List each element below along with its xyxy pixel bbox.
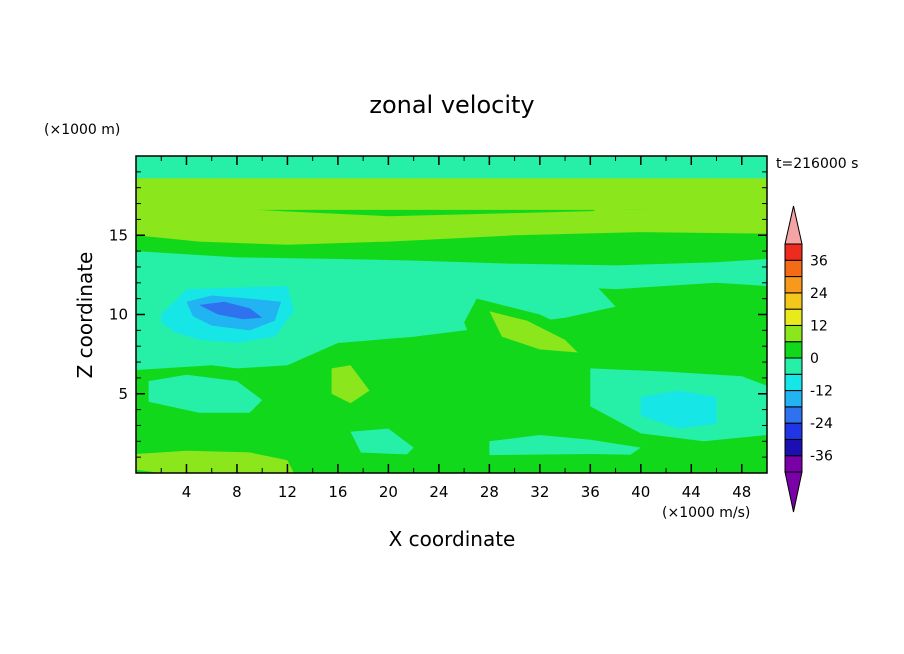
colorbar-band [784,292,803,310]
colorbar-band [784,455,803,473]
colorbar-band [784,373,803,392]
x-tick-label: 8 [232,483,242,501]
x-tick-label: 28 [480,483,499,501]
x-axis: 4 8 12 16 20 24 28 32 36 40 44 48 [160,156,751,501]
y-unit-label: (×1000 m) [44,122,120,138]
x-tick-label: 40 [631,483,650,501]
colorbar-band [784,324,803,343]
x-tick-label: 20 [379,483,398,501]
x-tick-label: 12 [278,483,297,501]
colorbar-tick-label: 0 [810,351,819,367]
contour-region-3 [136,156,767,179]
colorbar-tick-label: -36 [810,449,833,465]
colorbar-tick-label: 12 [810,318,828,334]
x-unit-label: (×1000 m/s) [662,505,750,521]
colorbar-under-triangle [784,471,803,513]
colorbar-band [784,276,803,294]
contour-region-25 [136,450,767,473]
colorbar: 36 24 12 0 -12 -24 -36 [784,205,833,513]
contour-region-19 [148,374,263,413]
time-label: t=216000 s [776,156,858,172]
y-axis-label: Z coordinate [73,252,97,379]
contour-region-27 [173,457,269,473]
colorbar-band [784,243,803,261]
x-tick-label: 36 [581,483,600,501]
colorbar-tick-label: 24 [810,286,828,302]
plot-area [136,156,767,473]
colorbar-band [784,259,803,278]
x-tick-label: 48 [732,483,751,501]
colorbar-tick-label: 36 [810,253,828,269]
contour-region-7 [590,208,767,231]
colorbar-band [784,422,803,440]
colorbar-band [784,406,803,424]
y-tick-label: 5 [118,385,128,403]
contour-region-14 [489,311,578,353]
y-axis: 5 10 15 [109,171,767,458]
x-tick-label: 44 [682,483,701,501]
x-tick-label: 16 [328,483,347,501]
colorbar-over-triangle [784,205,803,245]
y-tick-label: 10 [109,306,128,324]
colorbar-tick-label: -12 [810,384,833,400]
contour-region-22 [350,428,414,461]
colorbar-band [784,357,803,375]
x-axis-label: X coordinate [389,527,516,551]
y-tick-label: 15 [109,226,128,244]
x-tick-label: 4 [182,483,192,501]
colorbar-band [784,390,803,408]
x-tick-label: 24 [429,483,448,501]
colorbar-band [784,308,803,326]
x-tick-label: 32 [530,483,549,501]
contour-region-16 [331,365,370,404]
colorbar-tick-label: -24 [810,416,833,432]
contour-region-21 [640,390,717,429]
contour-region-12 [199,301,263,320]
chart-title: zonal velocity [369,91,534,119]
colorbar-band [784,341,803,359]
contour-region-17 [413,385,477,421]
colorbar-band [784,438,803,457]
